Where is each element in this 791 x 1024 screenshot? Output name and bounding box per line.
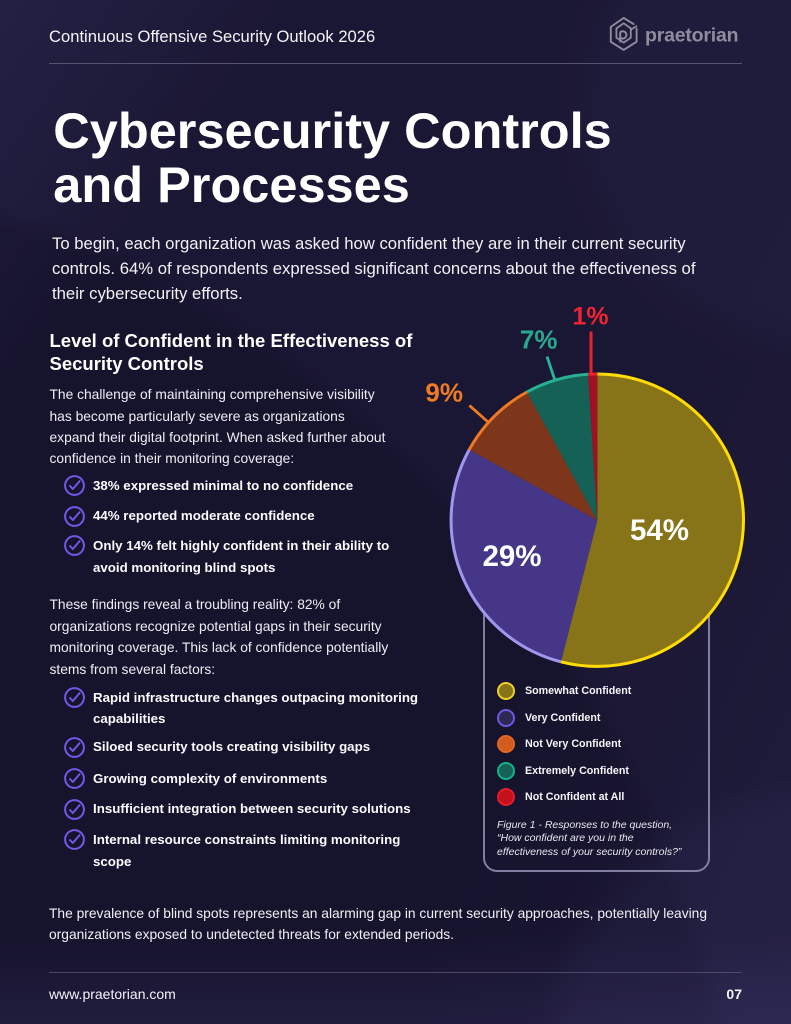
svg-text:praetorian: praetorian xyxy=(645,25,738,47)
